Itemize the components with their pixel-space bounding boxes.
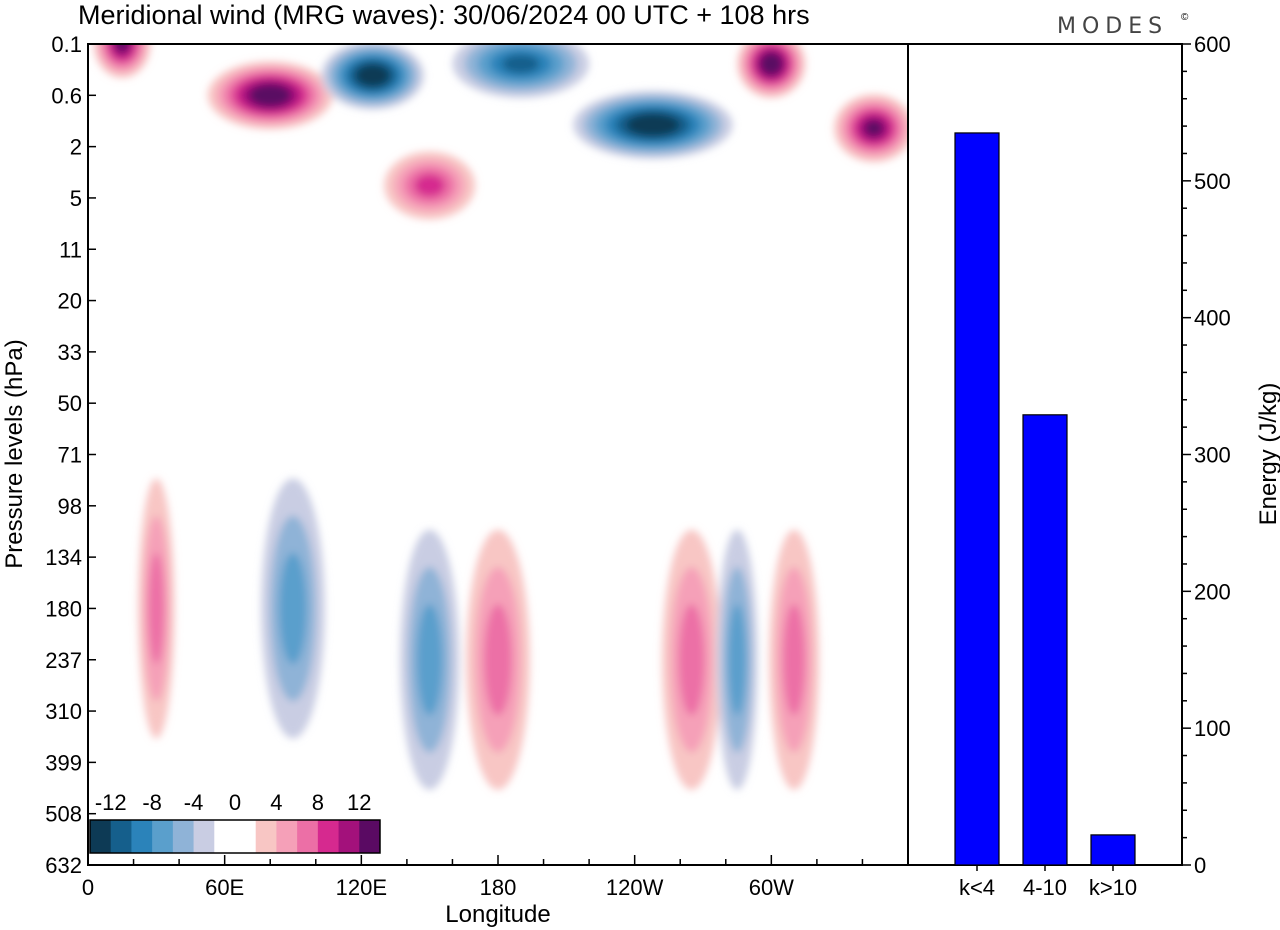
y-tick-label: 20	[58, 289, 82, 314]
y-tick-label: 50	[58, 391, 82, 416]
heatmap-x-axis-label: Longitude	[445, 901, 550, 928]
energy-bar-panel: 0 100 200 300 400 500 600 k<4 4-10 k>10 Energy (…	[907, 32, 1280, 900]
contour-patch	[362, 68, 383, 83]
colorbar-swatch	[235, 820, 257, 853]
colorbar-swatch	[172, 820, 195, 853]
x-tick-label: 60E	[205, 875, 244, 900]
modes-logo: MODES ©	[1057, 12, 1189, 39]
colorbar-swatch	[214, 820, 236, 853]
contour-patch	[279, 552, 307, 665]
x-tick-label: 120E	[336, 875, 387, 900]
colorbar-swatch	[193, 820, 215, 853]
y-tick-label: 0.6	[51, 83, 82, 108]
colorbar-swatch	[338, 820, 360, 853]
bar-y-tick-label: 300	[1194, 443, 1231, 468]
colorbar-swatch	[359, 820, 381, 853]
heatmap-y-axis-label: Pressure levels (hPa)	[1, 339, 28, 568]
contour-patch	[148, 552, 165, 665]
bar-x-axis: k<4 4-10 k>10	[959, 865, 1137, 900]
contour-patch	[678, 604, 705, 716]
bar-category-label: k>10	[1089, 875, 1137, 900]
colorbar-swatch	[152, 820, 174, 853]
colorbar-label: -8	[142, 790, 162, 815]
colorbar-label: 0	[229, 790, 241, 815]
bar-y-tick-label: 400	[1194, 306, 1231, 331]
y-tick-label: 310	[45, 699, 82, 724]
contour-patch	[502, 54, 540, 74]
contour-patch	[115, 44, 129, 52]
y-tick-label: 98	[58, 494, 82, 519]
contour-patch	[783, 604, 805, 716]
y-tick-label: 2	[70, 135, 82, 160]
energy-bar	[954, 132, 1000, 866]
y-tick-label: 632	[45, 853, 82, 878]
modes-logo-mark: ©	[1181, 12, 1189, 23]
y-tick-label: 399	[45, 750, 82, 775]
colorbar-swatch	[90, 820, 112, 853]
energy-bar	[1090, 834, 1136, 866]
heatmap-x-axis: 0 60E 120E 180 120W 60W	[82, 855, 909, 900]
bar-y-tick-label: 100	[1194, 716, 1231, 741]
modes-logo-text: MODES	[1057, 14, 1168, 39]
colorbar-swatch	[297, 820, 319, 853]
y-tick-label: 134	[45, 545, 82, 570]
contour-patch	[414, 174, 445, 197]
heatmap-panel: 0.1 0.6 2 5 11 20 33 50 71 98 134 180 237 310 399 508 63…	[1, 32, 909, 928]
colorbar-swatch	[255, 820, 277, 853]
colorbar-frame	[89, 819, 381, 854]
bar-category-label: 4-10	[1023, 875, 1067, 900]
y-tick-label: 508	[45, 802, 82, 827]
y-tick-label: 11	[59, 237, 82, 262]
colorbar-label: 8	[312, 790, 324, 815]
x-tick-label: 0	[82, 875, 94, 900]
x-tick-label: 120W	[606, 875, 664, 900]
energy-bar	[1022, 414, 1068, 866]
bar-y-axis: 0 100 200 300 400 500 600	[1182, 32, 1231, 878]
heatmap-field	[93, 44, 908, 790]
chart-title: Meridional wind (MRG waves): 30/06/2024 …	[78, 0, 810, 30]
contour-patch	[764, 57, 779, 71]
contour-patch	[636, 118, 669, 132]
colorbar-swatch	[131, 820, 153, 853]
bar-y-tick-label: 0	[1194, 853, 1206, 878]
colorbar-swatch	[110, 820, 132, 853]
contour-patch	[257, 88, 283, 103]
colorbar-label: -4	[184, 790, 204, 815]
bar-y-tick-label: 600	[1194, 32, 1231, 57]
colorbar-label: 12	[347, 790, 371, 815]
x-tick-label: 180	[480, 875, 517, 900]
colorbar-label: 4	[270, 790, 282, 815]
colorbar-swatch	[317, 820, 340, 853]
contour-patch	[728, 604, 746, 716]
contour-patch	[484, 604, 512, 716]
bar-y-axis-label: Energy (J/kg)	[1255, 383, 1280, 526]
colorbar: -12 -8 -4 0 4 8 12	[89, 790, 381, 854]
contour-patch	[416, 604, 443, 716]
x-tick-label: 60W	[749, 875, 794, 900]
heatmap-y-axis: 0.1 0.6 2 5 11 20 33 50 71 98 134 180 237 310 399 508 63…	[45, 32, 96, 878]
colorbar-label: -12	[95, 790, 127, 815]
bar-y-tick-label: 500	[1194, 169, 1231, 194]
contour-patch	[864, 120, 884, 137]
bar-y-tick-label: 200	[1194, 579, 1231, 604]
y-tick-label: 180	[45, 596, 82, 621]
y-tick-label: 237	[45, 648, 82, 673]
y-tick-label: 33	[58, 340, 82, 365]
y-tick-label: 5	[70, 186, 82, 211]
energy-bars	[954, 132, 1136, 866]
y-tick-label: 71	[58, 443, 82, 468]
bar-category-label: k<4	[959, 875, 995, 900]
colorbar-swatch	[276, 820, 298, 853]
y-tick-label: 0.1	[51, 32, 82, 57]
